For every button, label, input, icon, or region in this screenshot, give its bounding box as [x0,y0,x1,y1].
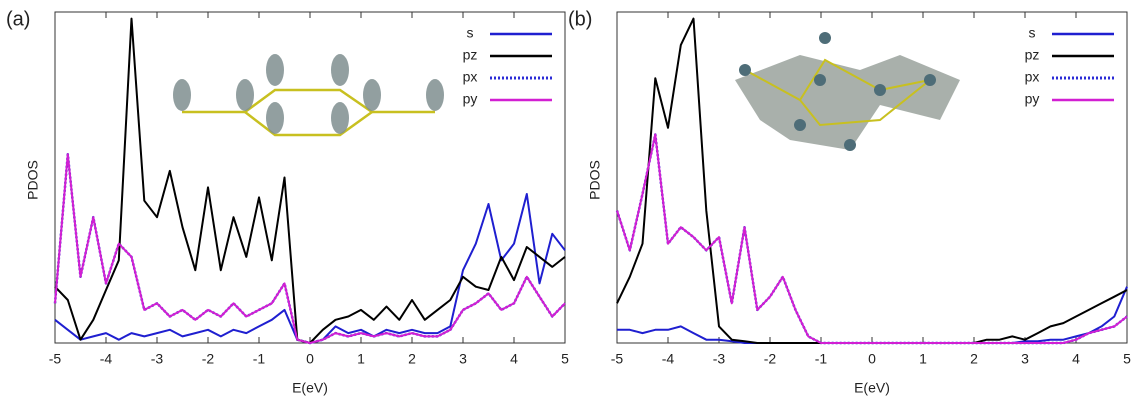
x-tick-label: -1 [815,351,828,367]
panel-label: (a) [6,8,30,30]
panel-label: (b) [568,8,592,30]
x-tick-label: -5 [611,351,624,367]
legend-label: px [463,69,478,85]
x-axis-label: E(eV) [292,380,328,396]
series-line [53,153,566,345]
legend-label: s [1029,25,1036,41]
x-tick-label: -3 [151,351,164,367]
y-axis-label: PDOS [25,160,41,200]
x-tick-label: 3 [459,351,467,367]
legend-label: px [1025,69,1040,85]
x-tick-label: 3 [1021,351,1029,367]
x-tick-label: 5 [561,351,569,367]
x-tick-label: 4 [510,351,518,367]
structure-inset-a [173,54,444,137]
panel: -5 -4 -3 -2 -1 0 1 2 3 4 5 E(eV) PDOS (b) s pz px py [568,8,1131,395]
series-line [615,133,1128,345]
legend-label: pz [463,47,478,63]
x-tick-label: 0 [868,351,876,367]
x-axis-label: E(eV) [854,380,890,396]
x-tick-label: -2 [202,351,215,367]
structure-inset-b [735,32,960,151]
x-tick-label: 1 [919,351,927,367]
x-tick-label: 2 [970,351,978,367]
x-tick-label: 2 [408,351,416,367]
x-tick-label: -4 [662,351,675,367]
legend-label: py [1025,91,1040,107]
plot-frame [616,11,1128,344]
series-line [54,153,566,344]
series-line [616,133,1128,344]
x-tick-label: -4 [100,351,113,367]
y-axis-label: PDOS [587,160,603,200]
series-line [54,193,566,344]
legend-label: pz [1025,47,1040,63]
series-line [617,286,1128,344]
x-tick-label: -5 [49,351,62,367]
legend-label: s [467,25,474,41]
legend-label: py [463,91,478,107]
x-tick-label: -1 [253,351,266,367]
x-tick-label: 5 [1123,351,1131,367]
x-tick-label: 4 [1072,351,1080,367]
x-tick-label: 1 [357,351,365,367]
panel: -5 -4 -3 -2 -1 0 1 2 3 4 5 E(eV) PDOS (a) s pz px py [6,8,569,395]
x-tick-label: -2 [764,351,777,367]
x-tick-label: -3 [713,351,726,367]
x-tick-label: 0 [306,351,314,367]
